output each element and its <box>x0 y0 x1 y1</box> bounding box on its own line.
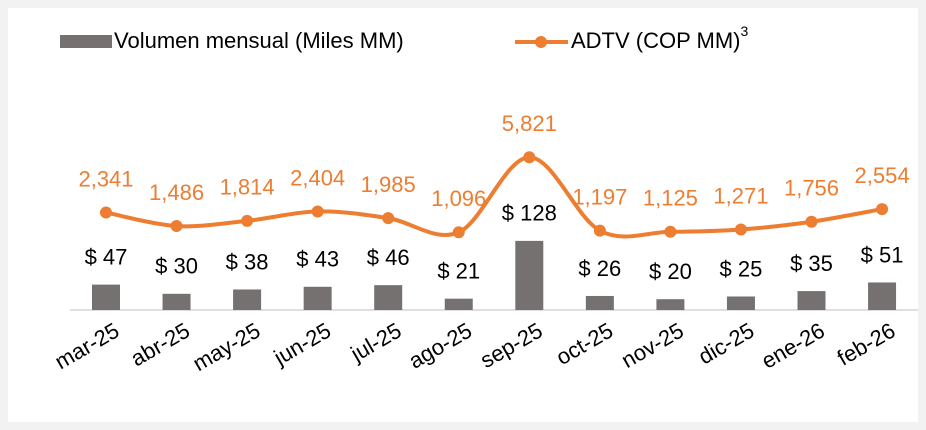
bar-label: $ 51 <box>861 242 904 267</box>
plot-background <box>8 8 918 422</box>
bar <box>585 295 614 310</box>
legend-label-text: ADTV (COP MM) <box>571 28 740 53</box>
bar <box>162 293 191 310</box>
line-label: 1,271 <box>713 183 768 208</box>
bar-label: $ 46 <box>367 245 410 270</box>
line-label: 1,197 <box>572 184 627 209</box>
bar-label: $ 20 <box>649 259 692 284</box>
line-label: 1,096 <box>431 186 486 211</box>
legend-swatch <box>535 36 547 48</box>
line-label: 2,404 <box>290 165 345 190</box>
bar-label: $ 38 <box>226 249 269 274</box>
line-marker <box>311 205 324 218</box>
line-marker <box>876 203 889 216</box>
legend-label: Volumen mensual (Miles MM) <box>114 28 404 53</box>
line-label: 2,341 <box>78 166 133 191</box>
line-marker <box>241 214 254 227</box>
bar-label: $ 43 <box>296 247 339 272</box>
line-label: 1,125 <box>643 186 698 211</box>
bar <box>233 289 262 310</box>
line-label: 1,486 <box>149 180 204 205</box>
line-marker <box>734 223 747 236</box>
line-label: 5,821 <box>502 111 557 136</box>
bar-label: $ 47 <box>85 244 128 269</box>
legend-swatch <box>60 35 112 48</box>
bar-label: $ 21 <box>437 258 480 283</box>
bar-label: $ 30 <box>155 254 198 279</box>
line-marker <box>100 206 112 219</box>
legend-label: ADTV (COP MM)3 <box>571 23 748 53</box>
line-marker <box>593 224 606 237</box>
line-marker <box>805 215 818 228</box>
bar <box>303 286 332 310</box>
bar <box>797 291 826 310</box>
line-label: 1,756 <box>784 176 839 201</box>
line-label: 2,554 <box>855 163 910 188</box>
legend-footnote: 3 <box>740 23 748 39</box>
bar <box>868 282 897 310</box>
bar-label: $ 26 <box>578 256 621 281</box>
line-marker <box>170 220 183 233</box>
line-marker <box>664 225 677 238</box>
bar-label: $ 25 <box>720 256 763 281</box>
bar <box>656 299 685 310</box>
line-label: 1,985 <box>361 172 416 197</box>
bar-label: $ 35 <box>790 251 833 276</box>
bar <box>374 285 403 310</box>
bar-label: $ 128 <box>502 201 557 226</box>
bar <box>444 298 473 310</box>
bar <box>726 296 755 310</box>
line-marker <box>382 212 395 225</box>
bar <box>515 240 544 310</box>
line-marker <box>523 151 536 164</box>
line-label: 1,814 <box>220 175 275 200</box>
bar <box>92 284 120 310</box>
line-marker <box>452 226 465 239</box>
